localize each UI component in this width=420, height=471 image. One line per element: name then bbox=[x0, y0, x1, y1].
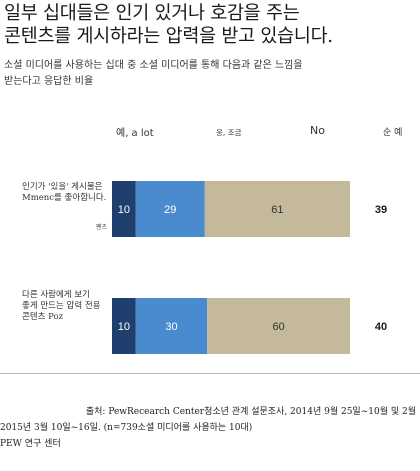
data-label-1-3: 61 bbox=[271, 204, 283, 216]
data-label-2-3: 60 bbox=[272, 321, 284, 333]
source-note: 출처: PewRecearch Center청소년 관계 설문조사, 2014년… bbox=[0, 404, 416, 452]
source-line-2: 2015년 3월 10일~16일. (n=739소셜 미디어를 사용하는 10대… bbox=[0, 423, 253, 433]
chart-title-line-2: 콘텐츠를 게시하라는 압력을 받고 있습니다. bbox=[4, 26, 333, 47]
data-label-2-2: 30 bbox=[165, 321, 177, 333]
net-yes-value-2: 40 bbox=[375, 321, 387, 333]
bar-segment-1-3 bbox=[204, 181, 350, 237]
data-label-1-1: 10 bbox=[118, 204, 130, 216]
category-label-1: 인기가 '있을' 게시물은 Mmenc를 좋아합니다. bbox=[22, 182, 110, 204]
category-label-line: 좋게 만드는 압력 전용 bbox=[22, 301, 101, 311]
net-yes-header: 순 예 bbox=[383, 128, 403, 138]
bar-segment-2-3 bbox=[207, 298, 350, 354]
bar-segment-1-2 bbox=[135, 181, 205, 237]
chart-title: 일부 십대들은 인기 있거나 호감을 주는 콘텐츠를 게시하라는 압력을 받고 … bbox=[4, 2, 414, 48]
category-label-line: 콘텐츠 Poz bbox=[22, 312, 64, 322]
category-label-line: 다른 사람에게 보기 bbox=[22, 290, 90, 300]
chart-subtitle-line-2: 받는다고 응답한 비율 bbox=[4, 76, 94, 87]
chart-subtitle-line-1: 소셜 미디어를 사용하는 십대 중 소셜 미디어를 통해 다음과 같은 느낌을 bbox=[4, 60, 303, 71]
bar-segment-1-1 bbox=[112, 181, 136, 237]
legend-label-1: 예, a lot bbox=[116, 128, 154, 139]
chart-title-line-1: 일부 십대들은 인기 있거나 호감을 주는 bbox=[4, 3, 300, 24]
legend-label-3: No bbox=[310, 124, 325, 137]
source-divider bbox=[0, 373, 420, 374]
bar-segment-2-1 bbox=[112, 298, 136, 354]
source-line-1: 출처: PewRecearch Center청소년 관계 설문조사, 2014년… bbox=[85, 407, 416, 417]
bar-segment-2-2 bbox=[135, 298, 208, 354]
stacked-bar-chart: 10 29 61 39 10 30 60 40 bbox=[112, 181, 387, 354]
net-yes-value-1: 39 bbox=[375, 204, 387, 216]
source-line-3: PEW 연구 센터 bbox=[0, 439, 61, 449]
category-label-2: 다른 사람에게 보기 좋게 만드는 압력 전용 콘텐츠 Poz bbox=[22, 290, 110, 323]
data-label-1-2: 29 bbox=[164, 204, 176, 216]
chart-subtitle: 소셜 미디어를 사용하는 십대 중 소셜 미디어를 통해 다음과 같은 느낌을 … bbox=[4, 58, 414, 90]
legend-label-2: 응, 조금 bbox=[216, 128, 242, 137]
data-label-2-1: 10 bbox=[118, 321, 130, 333]
category-label-line: 인기가 '있을' 게시물은 bbox=[22, 182, 103, 192]
category-label-line: Mmenc를 좋아합니다. bbox=[22, 193, 107, 203]
category-note: 팬츠 bbox=[96, 224, 108, 231]
